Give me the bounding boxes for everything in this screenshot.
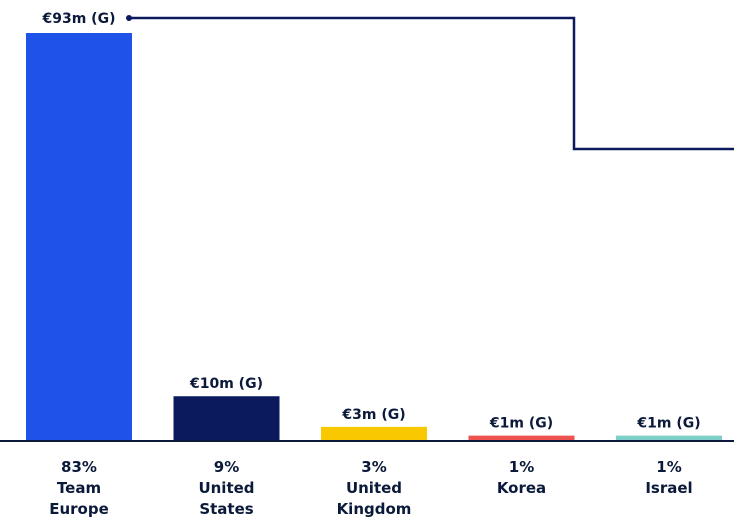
bar-united-states <box>173 396 280 440</box>
connector-dot <box>126 15 132 21</box>
value-label: €3m (G) <box>341 407 405 423</box>
category-name-label: Kingdom <box>337 500 412 518</box>
category-name-label: States <box>199 500 253 518</box>
category-name-label: United <box>346 479 402 497</box>
value-label: €1m (G) <box>636 416 700 432</box>
category-labels-group: 83% Team Europe 9% United States 3% United Kingd… <box>49 458 692 518</box>
value-label: €93m (G) <box>42 11 116 27</box>
bar-israel <box>616 435 722 440</box>
category-share-label: 3% <box>361 458 386 476</box>
bars-group <box>26 33 722 440</box>
value-labels-group: €93m (G) €10m (G) €3m (G) €1m (G) €1m (G) <box>42 11 701 432</box>
bar-korea <box>468 435 575 440</box>
value-label: €10m (G) <box>189 376 263 392</box>
value-label: €1m (G) <box>489 416 553 432</box>
category-share-label: 1% <box>509 458 534 476</box>
category-share-label: 83% <box>61 458 97 476</box>
category-share-label: 9% <box>214 458 239 476</box>
bar-united-kingdom <box>321 426 427 440</box>
category-share-label: 1% <box>656 458 681 476</box>
category-name-label: Korea <box>497 479 546 497</box>
category-name-label: Israel <box>645 479 692 497</box>
connector-line <box>129 16 734 151</box>
category-name-label: United <box>198 479 254 497</box>
bar-team-europe <box>26 33 132 440</box>
category-name-label: Team <box>57 479 101 497</box>
category-name-label: Europe <box>49 500 109 518</box>
